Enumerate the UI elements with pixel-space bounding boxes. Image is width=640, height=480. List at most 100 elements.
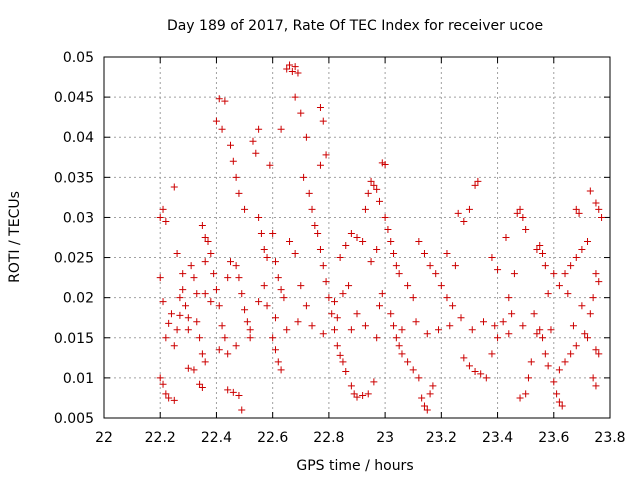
data-point xyxy=(342,367,350,375)
data-point xyxy=(162,390,170,398)
data-point xyxy=(373,334,381,342)
data-point xyxy=(252,149,260,157)
data-point xyxy=(235,189,243,197)
data-point xyxy=(429,382,437,390)
data-point xyxy=(404,282,412,290)
data-point xyxy=(308,322,316,330)
data-point xyxy=(561,358,569,366)
data-point xyxy=(156,274,164,282)
data-point xyxy=(387,238,395,246)
data-point xyxy=(238,406,246,414)
data-point xyxy=(420,402,428,410)
data-point xyxy=(460,354,468,362)
data-point xyxy=(322,151,330,159)
data-point xyxy=(277,125,285,133)
data-point xyxy=(333,314,341,322)
data-point xyxy=(235,274,243,282)
data-point xyxy=(516,394,524,402)
data-point xyxy=(595,350,603,358)
data-point xyxy=(271,346,279,354)
data-point xyxy=(423,406,431,414)
data-point xyxy=(283,326,291,334)
data-point xyxy=(336,351,344,359)
data-point xyxy=(409,366,417,374)
data-point xyxy=(263,254,271,262)
data-point xyxy=(266,161,274,169)
data-point xyxy=(224,386,232,394)
data-point xyxy=(390,250,398,258)
data-point xyxy=(193,318,201,326)
data-point xyxy=(297,109,305,117)
data-point xyxy=(249,137,257,145)
data-point xyxy=(201,258,209,266)
data-point xyxy=(381,160,389,168)
data-point xyxy=(398,350,406,358)
data-points xyxy=(156,61,606,414)
data-point xyxy=(474,177,482,185)
data-point xyxy=(530,310,538,318)
data-point xyxy=(165,394,173,402)
data-point xyxy=(426,262,434,270)
data-point xyxy=(477,370,485,378)
data-point xyxy=(173,326,181,334)
data-point xyxy=(198,350,206,358)
data-point xyxy=(221,334,229,342)
data-point xyxy=(229,157,237,165)
data-point xyxy=(331,326,339,334)
data-point xyxy=(586,187,594,195)
data-point xyxy=(271,314,279,322)
x-tick-label: 22.4 xyxy=(201,430,232,446)
data-point xyxy=(283,65,291,73)
data-point xyxy=(505,294,513,302)
y-tick-label: 0.01 xyxy=(63,371,94,387)
data-point xyxy=(241,306,249,314)
data-point xyxy=(533,330,541,338)
data-point xyxy=(572,342,580,350)
data-point xyxy=(319,117,327,125)
data-point xyxy=(482,374,490,382)
data-point xyxy=(302,133,310,141)
chart-title: Day 189 of 2017, Rate Of TEC Index for r… xyxy=(167,18,543,34)
data-point xyxy=(373,185,381,193)
data-point xyxy=(367,177,375,185)
y-tick-label: 0.05 xyxy=(63,50,94,66)
data-point xyxy=(291,93,299,101)
data-point xyxy=(260,282,268,290)
data-point xyxy=(361,205,369,213)
data-point xyxy=(207,298,215,306)
data-point xyxy=(201,290,209,298)
data-point xyxy=(232,262,240,270)
data-point xyxy=(179,286,187,294)
data-point xyxy=(384,225,392,233)
data-point xyxy=(423,330,431,338)
data-point xyxy=(274,358,282,366)
data-point xyxy=(378,290,386,298)
data-point xyxy=(558,402,566,410)
data-point xyxy=(550,378,558,386)
data-point xyxy=(297,282,305,290)
data-point xyxy=(595,205,603,213)
data-point xyxy=(592,199,600,207)
x-tick-label: 23.4 xyxy=(482,430,513,446)
axis-ticks: 22 22.2 22.4 22.6 22.8 23 23.2 23.4 23.6 23.8 0.00… xyxy=(54,50,626,446)
data-point xyxy=(170,183,178,191)
data-point xyxy=(255,125,263,133)
data-point xyxy=(162,334,170,342)
data-point xyxy=(592,270,600,278)
data-point xyxy=(212,286,220,294)
data-point xyxy=(311,221,319,229)
data-point xyxy=(193,290,201,298)
data-point xyxy=(553,390,561,398)
data-point xyxy=(510,270,518,278)
data-point xyxy=(586,310,594,318)
data-point xyxy=(277,286,285,294)
x-tick-label: 23.2 xyxy=(426,430,457,446)
data-point xyxy=(255,213,263,221)
data-point xyxy=(578,302,586,310)
data-point xyxy=(502,234,510,241)
data-point xyxy=(392,262,400,270)
data-point xyxy=(544,362,552,370)
data-point xyxy=(210,270,218,278)
data-point xyxy=(373,246,381,254)
